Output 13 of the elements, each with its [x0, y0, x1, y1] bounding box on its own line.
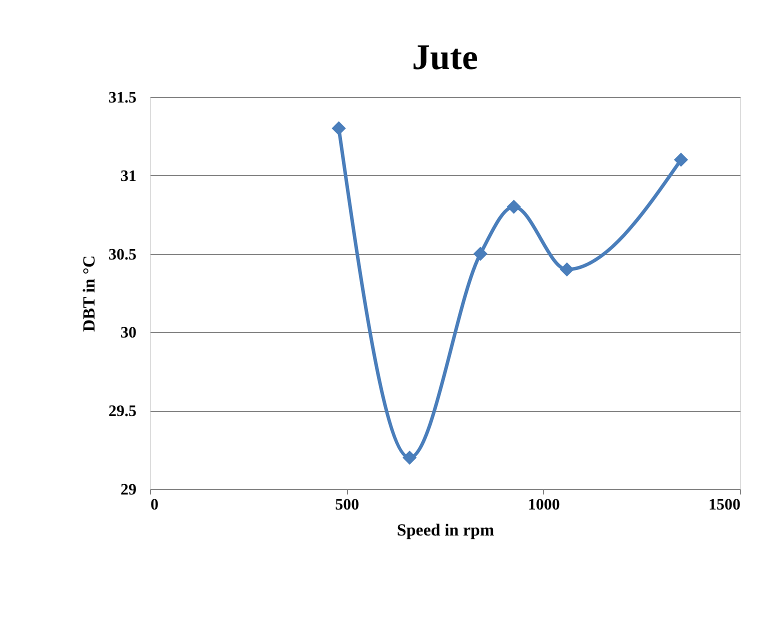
- y-tick-label: 29: [120, 482, 136, 498]
- x-tick-label: 1000: [528, 496, 560, 514]
- x-axis-title: Speed in rpm: [396, 520, 494, 540]
- y-tick-label: 30: [120, 324, 136, 342]
- y-axis-title: DBT in °C: [80, 255, 98, 332]
- y-tick-label: 31.5: [108, 90, 136, 106]
- x-tick-label: 1500: [708, 496, 740, 514]
- x-tick-label: 500: [335, 496, 360, 514]
- chart-title: Jute: [412, 37, 478, 77]
- x-tick-label: 0: [150, 496, 158, 514]
- y-tick-label: 30.5: [108, 246, 136, 264]
- y-tick-label: 31: [120, 168, 136, 185]
- y-tick-label: 29.5: [108, 403, 136, 420]
